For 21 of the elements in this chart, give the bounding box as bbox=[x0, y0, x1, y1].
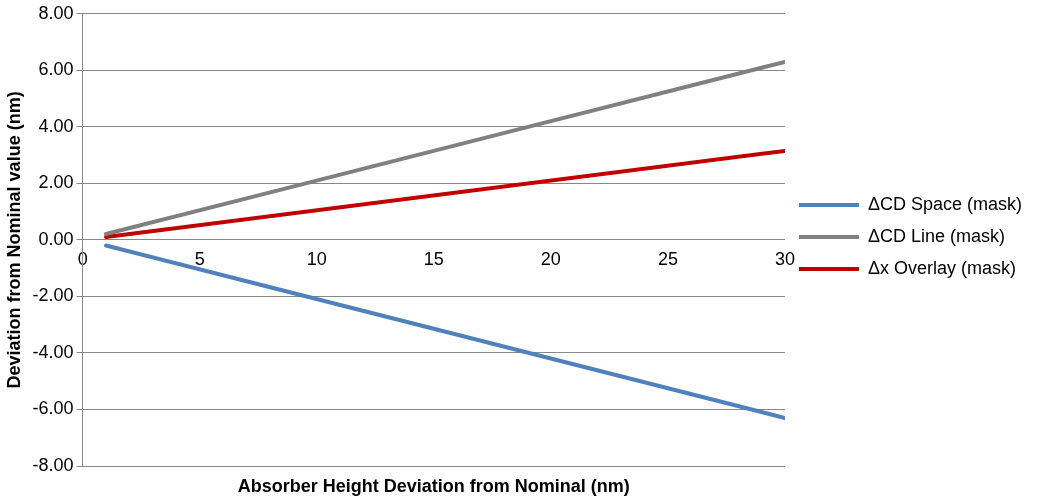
x-axis-title: Absorber Height Deviation from Nominal (nm) bbox=[237, 475, 630, 496]
x-tick-label: 20 bbox=[540, 248, 561, 269]
x-tick-label: 5 bbox=[194, 248, 205, 269]
x-tick-label: 30 bbox=[774, 248, 795, 269]
y-tick-label: 8.00 bbox=[38, 2, 74, 23]
y-axis-title: Deviation from Nominal value (nm) bbox=[3, 91, 24, 389]
y-tick-label: 2.00 bbox=[38, 172, 74, 193]
y-tick-label: -8.00 bbox=[32, 454, 74, 475]
x-tick-label: 0 bbox=[77, 248, 88, 269]
y-tick-label: 4.00 bbox=[38, 115, 74, 136]
y-tick-label: 0.00 bbox=[38, 228, 74, 249]
y-tick-label: -2.00 bbox=[32, 285, 74, 306]
x-tick-label: 25 bbox=[657, 248, 678, 269]
legend-label: ΔCD Space (mask) bbox=[867, 193, 1023, 214]
y-tick-label: -4.00 bbox=[32, 341, 74, 362]
legend-label: ΔCD Line (mask) bbox=[867, 225, 1006, 246]
x-tick-label: 10 bbox=[306, 248, 327, 269]
y-tick-label: 6.00 bbox=[38, 59, 74, 80]
y-tick-label: -6.00 bbox=[32, 398, 74, 419]
legend-label: Δx Overlay (mask) bbox=[867, 257, 1016, 278]
x-tick-label: 15 bbox=[423, 248, 444, 269]
